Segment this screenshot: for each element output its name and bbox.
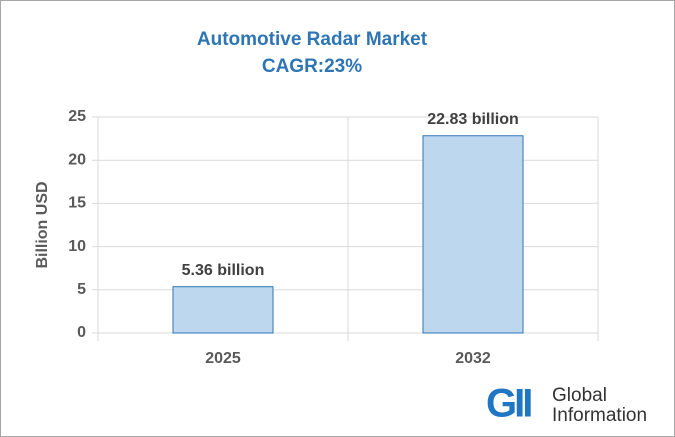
bar xyxy=(172,286,274,334)
y-tick-label: 25 xyxy=(68,108,86,125)
chart-subtitle: CAGR:23% xyxy=(262,56,362,77)
y-tick-label: 20 xyxy=(68,151,86,168)
y-tick-label: 5 xyxy=(77,281,86,298)
x-tick-label: 2032 xyxy=(455,350,491,367)
y-tick-label: 15 xyxy=(68,195,86,212)
logo-mark: GII xyxy=(486,382,531,426)
y-tick-label: 10 xyxy=(68,238,86,255)
bar xyxy=(422,135,524,334)
y-axis-label: Billion USD xyxy=(34,181,51,268)
logo-text: Global xyxy=(552,385,607,406)
data-label: 22.83 billion xyxy=(427,111,519,128)
logo-text: Information xyxy=(552,405,647,426)
data-label: 5.36 billion xyxy=(182,262,265,279)
x-tick-label: 2025 xyxy=(205,350,241,367)
y-tick-label: 0 xyxy=(77,324,86,341)
chart-title: Automotive Radar Market xyxy=(197,29,428,50)
